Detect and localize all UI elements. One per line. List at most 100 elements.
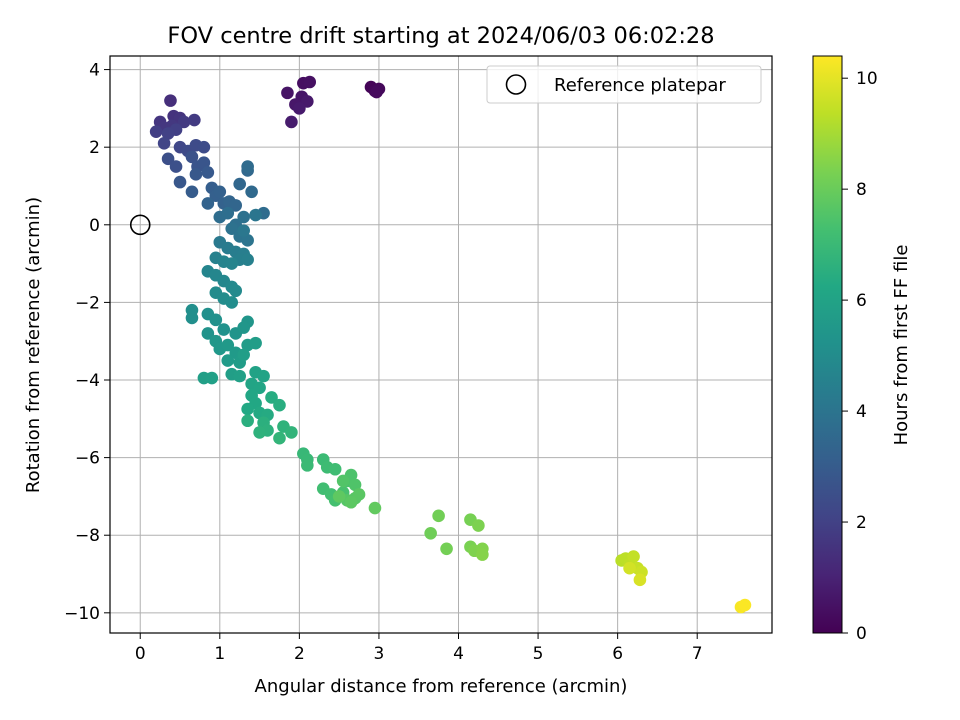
data-point — [173, 175, 187, 189]
colorbar-tick-label: 4 — [856, 402, 867, 422]
data-point — [185, 311, 199, 325]
data-point — [440, 542, 453, 556]
legend-box — [486, 65, 762, 104]
data-point — [241, 402, 254, 416]
data-point — [189, 168, 203, 181]
data-point — [253, 426, 266, 439]
data-point — [249, 336, 262, 350]
data-point — [627, 550, 640, 563]
y-tick-label: 4 — [89, 61, 100, 81]
y-tick-label: −2 — [75, 293, 100, 313]
legend-marker-icon — [505, 74, 527, 95]
data-point — [245, 185, 258, 199]
data-point — [201, 166, 215, 179]
x-tick-label: 5 — [533, 644, 544, 664]
x-tick-label: 3 — [374, 644, 385, 664]
y-tick-label: −6 — [75, 449, 100, 469]
data-point — [237, 210, 250, 224]
data-point — [348, 478, 362, 492]
data-point — [352, 488, 366, 501]
y-tick-label: −4 — [75, 371, 100, 391]
data-point — [161, 127, 175, 140]
data-point — [424, 526, 437, 540]
colorbar-tick-label: 0 — [856, 624, 867, 644]
data-point — [188, 113, 201, 127]
data-point — [201, 327, 215, 340]
colorbar-label: Hours from first FF file — [891, 245, 912, 446]
y-tick-label: −10 — [64, 604, 100, 624]
data-point — [301, 459, 314, 472]
data-point — [633, 573, 647, 587]
data-point — [213, 185, 227, 199]
data-point — [209, 313, 223, 327]
data-point — [237, 348, 250, 362]
data-point — [241, 160, 254, 173]
data-point — [197, 140, 211, 154]
data-point — [169, 160, 183, 173]
data-point — [161, 152, 175, 166]
data-point — [281, 86, 294, 100]
data-point — [221, 338, 235, 352]
data-point — [185, 150, 199, 164]
x-tick-label: 0 — [135, 644, 146, 664]
y-axis-label: Rotation from reference (arcmin) — [23, 197, 44, 493]
data-point — [273, 431, 286, 445]
y-axis-ticks: −10 −8 −6 −4 −2 0 2 4 — [64, 61, 110, 624]
colorbar: 0 2 4 6 8 10 Hours from first FF file — [812, 55, 912, 644]
data-point — [237, 321, 250, 334]
legend: Reference platepar — [486, 65, 762, 104]
colorbar-tick-label: 6 — [856, 291, 867, 311]
data-point — [332, 490, 346, 503]
data-point — [273, 398, 286, 412]
data-point — [237, 224, 250, 237]
data-point — [738, 598, 752, 612]
data-point — [257, 369, 270, 383]
data-point — [233, 369, 246, 383]
colorbar-tick-label: 10 — [856, 69, 878, 89]
data-point — [225, 296, 239, 309]
data-point — [368, 501, 382, 515]
legend-label: Reference platepar — [554, 75, 726, 96]
data-point — [472, 519, 485, 532]
data-point — [229, 199, 243, 212]
data-point — [336, 474, 350, 488]
x-axis-label: Angular distance from reference (arcmin) — [255, 676, 628, 697]
data-point — [241, 414, 254, 428]
x-tick-label: 7 — [692, 644, 703, 664]
data-point — [205, 371, 219, 385]
data-point — [221, 206, 235, 220]
data-point — [164, 94, 177, 107]
data-point — [623, 561, 636, 575]
data-point — [476, 548, 489, 561]
data-point — [241, 253, 254, 267]
data-point — [217, 323, 231, 336]
data-point — [221, 354, 235, 367]
data-point — [265, 391, 278, 404]
data-point — [303, 75, 317, 89]
x-tick-label: 4 — [453, 644, 464, 664]
plot-frame — [109, 55, 773, 634]
data-point — [344, 495, 358, 509]
data-point — [241, 234, 254, 247]
data-point — [285, 426, 298, 439]
reference-platepar-marker — [129, 214, 151, 236]
data-point — [185, 185, 199, 199]
colorbar-gradient — [812, 55, 843, 634]
data-point — [253, 381, 266, 395]
y-tick-label: −8 — [75, 526, 100, 546]
data-point — [249, 208, 262, 222]
data-point — [225, 257, 239, 270]
data-point — [233, 177, 246, 191]
data-point — [293, 102, 306, 115]
data-point — [157, 137, 171, 150]
colorbar-ticks: 0 2 4 6 8 10 — [842, 69, 878, 644]
data-point — [432, 509, 445, 523]
data-point — [177, 115, 191, 129]
data-point — [197, 156, 211, 170]
data-point — [285, 115, 298, 129]
data-point — [225, 222, 239, 235]
x-tick-label: 6 — [612, 644, 623, 664]
data-points — [149, 75, 752, 614]
x-tick-label: 1 — [214, 644, 225, 664]
